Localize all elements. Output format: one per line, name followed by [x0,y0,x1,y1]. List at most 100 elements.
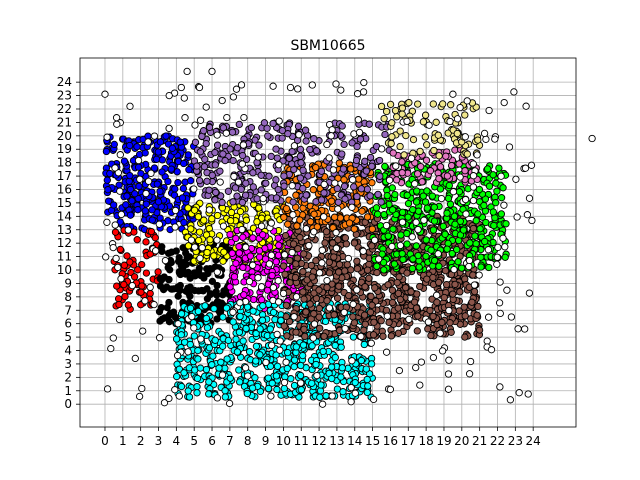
scatter-point [459,226,468,234]
scatter-point [213,211,222,220]
scatter-point [444,385,453,393]
scatter-point [350,239,359,247]
scatter-point [272,176,280,184]
scatter-point [392,176,401,184]
scatter-point [226,230,234,239]
scatter-point [190,206,199,214]
y-tick-label: 13 [57,223,72,237]
scatter-point [216,178,224,186]
scatter-point [297,379,305,387]
scatter-point [138,384,146,393]
x-tick-label: 9 [262,434,270,448]
scatter-point [503,286,511,294]
scatter-point [162,132,170,140]
scatter-point [454,258,462,266]
scatter-point [229,318,237,326]
scatter-point [103,385,112,393]
scatter-point [299,288,307,296]
scatter-point [334,205,342,213]
scatter-point [424,318,433,326]
scatter-point [193,389,201,397]
scatter-point [331,179,339,187]
scatter-point [368,301,376,309]
scatter-point [361,320,369,328]
scatter-point [353,257,361,265]
scatter-point [374,190,382,199]
x-tick-label: 12 [311,434,326,448]
scatter-point [201,302,209,310]
scatter-point [202,314,211,323]
scatter-point [341,195,349,203]
scatter-point [290,313,298,321]
scatter-point [274,185,282,194]
scatter-point [202,365,211,374]
scatter-point [249,307,257,315]
scatter-point [355,175,363,183]
scatter-point [215,364,223,372]
scatter-point [284,220,292,228]
scatter-point [111,164,119,172]
scatter-point [137,288,145,296]
scatter-point [138,260,146,269]
scatter-point [469,271,477,279]
scatter-point [362,167,371,175]
scatter-point [190,185,198,193]
scatter-point [257,222,266,230]
scatter-point [193,271,201,279]
scatter-point [429,273,437,282]
scatter-point [275,117,283,125]
scatter-point [240,113,248,122]
scatter-point [221,156,229,165]
scatter-point [282,301,291,309]
scatter-point [231,184,240,192]
scatter-point [306,145,314,154]
scatter-point [123,252,131,260]
scatter-point [474,302,482,311]
scatter-point [463,97,471,105]
scatter-point [116,187,124,195]
scatter-point [280,384,288,393]
scatter-point [369,331,378,339]
scatter-point [469,196,478,205]
scatter-point [221,387,229,395]
scatter-point [368,225,376,233]
scatter-point [249,169,257,177]
scatter-point [453,245,461,254]
scatter-point [350,319,359,327]
scatter-point [226,283,234,291]
scatter-point [425,121,433,129]
scatter-point [299,351,307,360]
scatter-point [278,134,286,142]
scatter-point [134,266,142,274]
scatter-point [485,263,493,272]
scatter-point [445,356,453,364]
scatter-point [382,221,391,230]
scatter-point [147,227,156,236]
scatter-point [218,198,226,207]
scatter-point [325,269,334,277]
scatter-point [288,182,296,190]
scatter-point [435,278,443,287]
scatter-point [398,110,406,118]
scatter-point [216,167,224,175]
scatter-point [126,258,134,266]
scatter-point [448,249,456,258]
scatter-point [224,187,233,195]
scatter-point [414,225,422,234]
x-tick-label: 15 [365,434,380,448]
scatter-point [275,161,283,169]
scatter-point [381,130,389,139]
scatter-point [435,152,443,160]
scatter-point [230,273,239,281]
y-tick-label: 10 [57,263,72,277]
scatter-point [384,281,392,289]
scatter-point [447,161,456,170]
scatter-point [296,371,305,380]
scatter-point [320,180,328,189]
scatter-point [280,322,288,330]
scatter-point [219,313,227,321]
scatter-point [323,140,331,149]
scatter-point [148,216,156,224]
scatter-point [269,119,277,128]
scatter-point [398,218,407,226]
